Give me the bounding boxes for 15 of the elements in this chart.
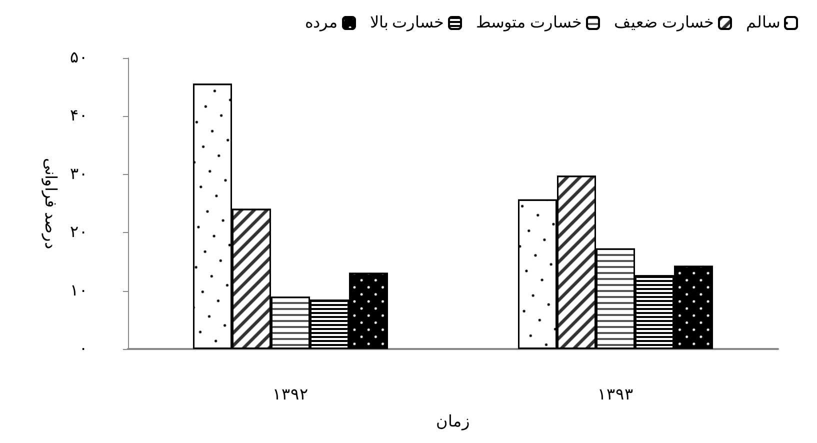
y-tick-label: ۳۰: [70, 166, 88, 183]
legend-label: سالم: [746, 14, 780, 32]
y-tick-label: ۰: [79, 340, 88, 358]
x-axis-title: زمان: [436, 414, 470, 430]
y-tick-label: ۱۰: [70, 282, 88, 300]
y-tick-label: ۴۰: [70, 108, 88, 125]
y-tick-label: ۲۰: [70, 224, 88, 242]
legend-label: خسارت بالا: [370, 14, 444, 32]
legend-label: مرده: [305, 14, 338, 32]
x-tick-label: ۱۳۹۲: [272, 386, 308, 404]
x-tick-label: ۱۳۹۳: [598, 386, 634, 404]
legend-label: خسارت ضعیف: [614, 14, 714, 32]
legend-label: خسارت متوسط: [476, 14, 582, 32]
y-tick-label: ۵۰: [70, 50, 88, 66]
y-axis-title: درصد فراوانی: [42, 158, 58, 249]
